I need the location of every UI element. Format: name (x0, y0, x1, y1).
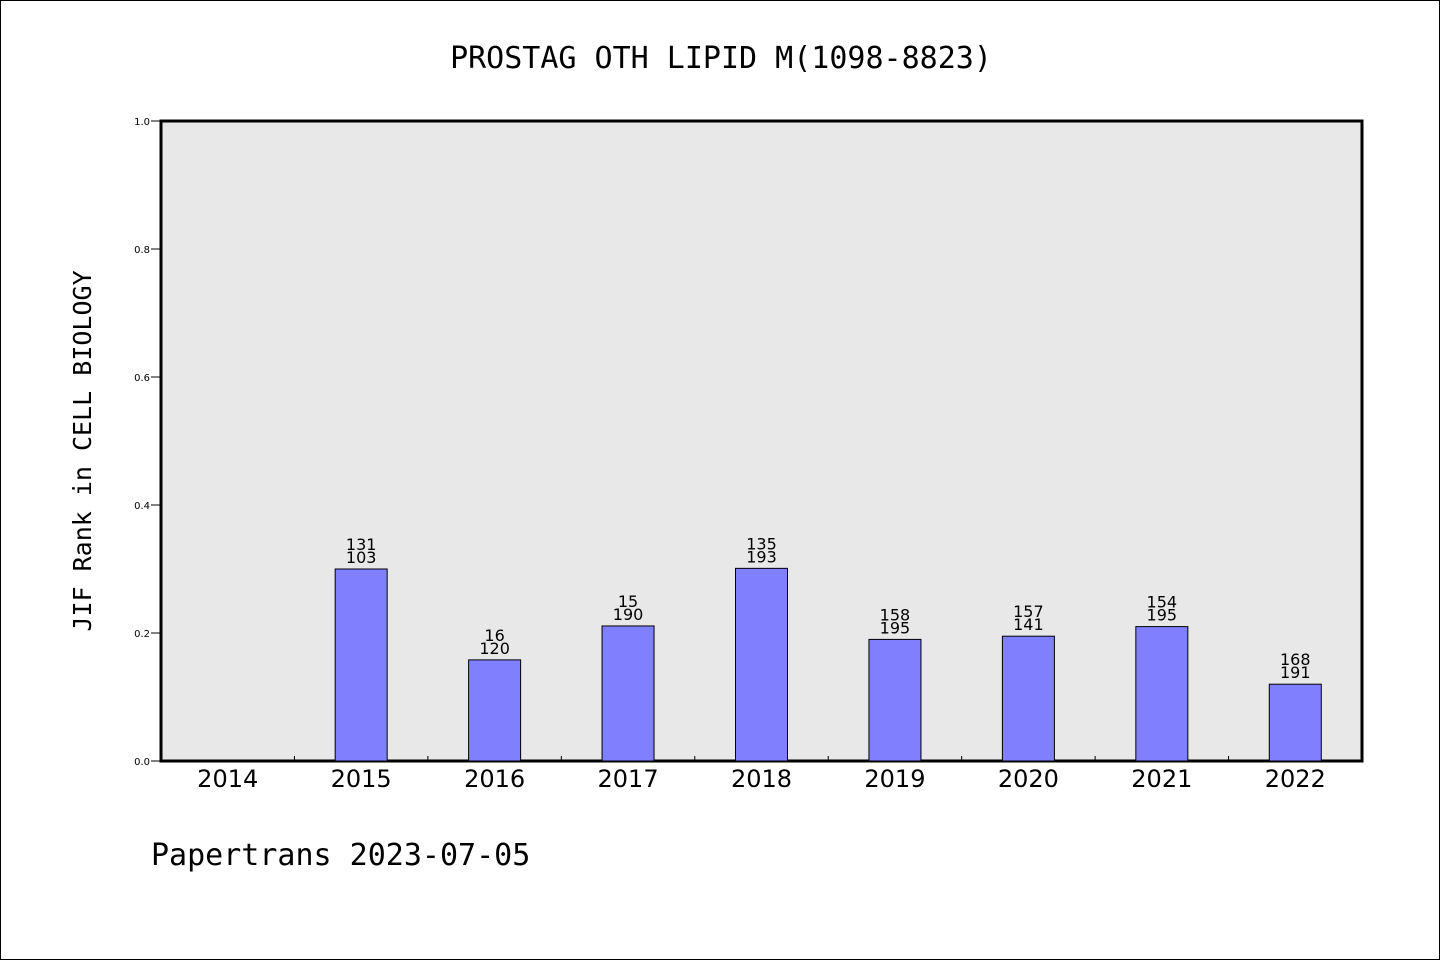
chart-title: PROSTAG OTH LIPID M(1098-8823) (450, 41, 992, 76)
x-tick-label: 2019 (864, 765, 925, 793)
y-axis-ticks: 0.0 0.2 0.4 0.6 0.8 1.0 (134, 117, 161, 768)
y-tick-label: 0.0 (134, 757, 150, 768)
bar-label-top: 15 (618, 592, 638, 611)
y-tick-label: 0.2 (134, 629, 150, 640)
bar-2018 (735, 567, 788, 762)
x-tick-label: 2014 (197, 765, 258, 793)
y-tick-label: 1.0 (134, 117, 150, 128)
bar-label-bottom: 195 (1147, 606, 1178, 625)
bar-label-bottom: 103 (346, 548, 377, 567)
bar-label-bottom: 120 (479, 639, 510, 658)
bar-2017 (601, 625, 655, 762)
bar-label-top: 16 (484, 626, 504, 645)
bar-data-labels: 1311031612015190135193158195157141154195… (346, 534, 1311, 682)
bar-label-top: 131 (346, 535, 377, 554)
bar-2020 (1001, 635, 1055, 762)
bar-label-bottom: 141 (1013, 615, 1044, 634)
x-tick-label: 2022 (1265, 765, 1326, 793)
y-axis-label: JIF Rank in CELL BIOLOGY (68, 270, 97, 631)
bar-label-bottom: 190 (613, 605, 644, 624)
bar-2022 (1268, 683, 1322, 762)
x-tick-label: 2016 (464, 765, 525, 793)
x-axis-ticks: 2014 2015 2016 2017 2018 2019 2020 2021 2022 (197, 756, 1326, 793)
x-tick-label: 2020 (998, 765, 1059, 793)
bar-label-top: 157 (1013, 602, 1044, 621)
bar-label-top: 154 (1147, 593, 1178, 612)
bar-label-bottom: 193 (746, 547, 777, 566)
bar-label-bottom: 191 (1280, 663, 1311, 682)
x-tick-label: 2017 (598, 765, 659, 793)
bar-2016 (468, 659, 522, 762)
bar-label-top: 168 (1280, 650, 1311, 669)
footer-credit: Papertrans 2023-07-05 (151, 838, 530, 873)
bar-2021 (1135, 626, 1189, 762)
y-tick-label: 0.8 (134, 245, 150, 256)
bar-series (334, 567, 1322, 762)
bar-label-top: 135 (746, 534, 777, 553)
y-tick-label: 0.6 (134, 373, 150, 384)
y-tick-label: 0.4 (134, 501, 150, 512)
bar-label-bottom: 195 (880, 618, 911, 637)
bar-2015 (334, 568, 388, 762)
bar-2019 (868, 638, 922, 762)
bar-label-top: 158 (880, 605, 911, 624)
x-tick-label: 2021 (1131, 765, 1192, 793)
x-tick-label: 2015 (331, 765, 392, 793)
x-tick-label: 2018 (731, 765, 792, 793)
